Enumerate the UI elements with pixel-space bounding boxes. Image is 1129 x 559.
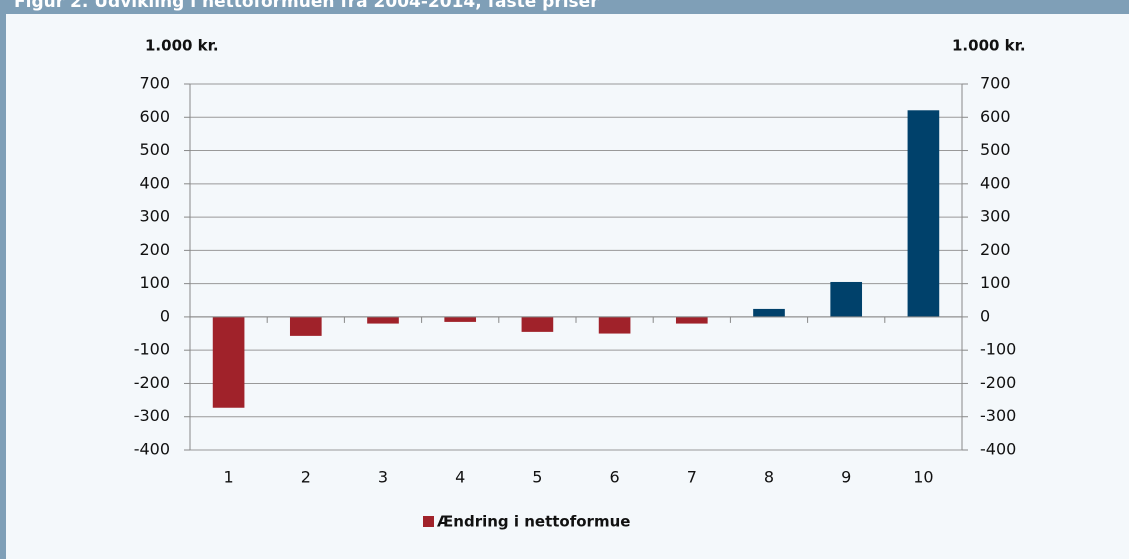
y-tick-label: 200 [139, 240, 170, 259]
legend-swatch [423, 516, 434, 527]
x-tick-label: 5 [532, 468, 542, 487]
bar [753, 308, 785, 317]
x-tick-label: 1 [224, 468, 234, 487]
y2-axis-label: 1.000 kr. [952, 37, 1026, 55]
x-tick-label: 2 [301, 468, 311, 487]
bar [830, 281, 863, 317]
bar [367, 316, 399, 324]
y-tick-label: -400 [134, 440, 170, 459]
y-tick-label: 300 [139, 207, 170, 226]
y2-tick-label: 400 [980, 173, 1011, 192]
x-tick-label: 7 [687, 468, 697, 487]
y2-tick-label: -300 [980, 406, 1016, 425]
bar [907, 110, 940, 317]
y2-tick-label: 700 [980, 74, 1011, 93]
y-tick-label: 700 [139, 74, 170, 93]
x-tick-label: 9 [841, 468, 851, 487]
bar [598, 316, 631, 334]
chart-title: Figur 2. Udvikling i nettoformuen fra 20… [14, 0, 599, 12]
y2-tick-label: 200 [980, 240, 1011, 259]
x-tick-label: 10 [913, 468, 933, 487]
y2-tick-label: 500 [980, 140, 1011, 159]
y2-tick-label: 600 [980, 107, 1011, 126]
y-tick-label: -100 [134, 340, 170, 359]
y-tick-label: 500 [139, 140, 170, 159]
left-border [0, 0, 6, 559]
bar [675, 316, 708, 324]
header-bar [0, 0, 1129, 14]
y2-tick-label: 0 [980, 306, 990, 325]
y-tick-label: 400 [139, 173, 170, 192]
x-tick-label: 8 [764, 468, 774, 487]
legend-label: Ændring i nettoformue [437, 513, 630, 531]
bar [289, 316, 322, 336]
x-tick-label: 6 [610, 468, 620, 487]
y-axis-label: 1.000 kr. [145, 37, 219, 55]
y-tick-label: 600 [139, 107, 170, 126]
y2-tick-label: 300 [980, 207, 1011, 226]
bar [521, 316, 554, 332]
y-tick-label: 100 [139, 273, 170, 292]
y-tick-label: -300 [134, 406, 170, 425]
bar [444, 316, 477, 322]
y-tick-label: 0 [160, 306, 170, 325]
y2-tick-label: -100 [980, 340, 1016, 359]
x-tick-label: 4 [455, 468, 465, 487]
y2-tick-label: -200 [980, 373, 1016, 392]
bar [212, 316, 245, 408]
y2-tick-label: -400 [980, 440, 1016, 459]
y-tick-label: -200 [134, 373, 170, 392]
y2-tick-label: 100 [980, 273, 1011, 292]
x-tick-label: 3 [378, 468, 388, 487]
